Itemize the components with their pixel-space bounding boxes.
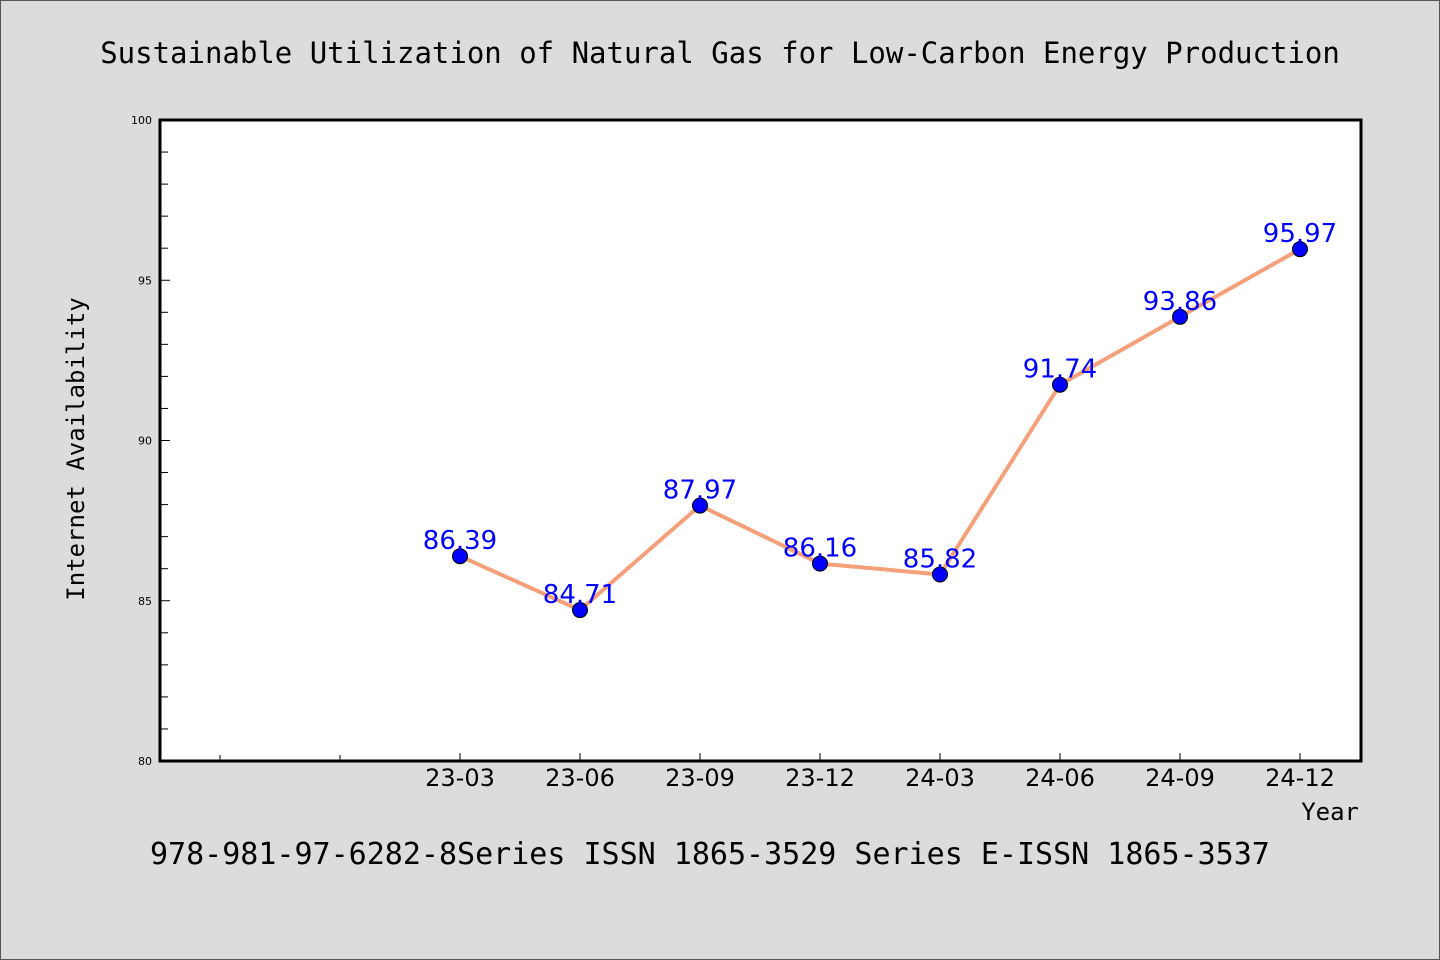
data-label: 95.97	[1263, 219, 1337, 249]
data-label: 93.86	[1143, 287, 1217, 317]
data-point	[812, 555, 828, 572]
data-label: 91.74	[1023, 355, 1097, 385]
data-point	[932, 566, 948, 583]
y-axis: 80 85 90 95 100	[131, 114, 170, 768]
x-axis: 23-03 23-06 23-09 23-12 24-03 24-06 24-09 24-12	[219, 753, 1335, 792]
y-tick-label: 100	[131, 114, 152, 127]
data-label: 85.82	[903, 544, 977, 574]
x-tick-label: 24-06	[1025, 764, 1095, 792]
footer-text: 978-981-97-6282-8Series ISSN 1865-3529 S…	[150, 837, 1270, 872]
x-tick-label: 24-03	[905, 764, 975, 792]
data-label: 86.39	[423, 526, 497, 556]
x-tick-label: 24-12	[1265, 764, 1335, 792]
x-tick-label: 23-09	[665, 764, 735, 792]
data-label: 86.16	[783, 534, 857, 564]
data-point	[692, 497, 708, 514]
x-tick-label: 23-03	[425, 764, 495, 792]
data-label: 84.71	[543, 580, 617, 610]
series-line: 86.39 84.71 87.97 86.16 85.82 91.74 93.86 95.97	[423, 219, 1337, 619]
y-tick-label: 85	[138, 595, 152, 608]
x-tick-label: 24-09	[1145, 764, 1215, 792]
data-point	[1292, 241, 1308, 258]
data-point	[1172, 308, 1188, 325]
x-tick-label: 23-06	[545, 764, 615, 792]
x-tick-label: 23-12	[785, 764, 855, 792]
data-point	[572, 602, 588, 619]
data-point	[1052, 376, 1068, 393]
x-axis-label: Year	[1301, 798, 1359, 826]
y-tick-label: 90	[138, 435, 152, 448]
y-axis-label: Internet Availability	[62, 297, 90, 600]
y-tick-label: 95	[138, 274, 152, 287]
data-point	[452, 548, 468, 565]
chart-title: Sustainable Utilization of Natural Gas f…	[100, 36, 1340, 70]
series-polyline	[459, 247, 1301, 613]
plot-area	[158, 118, 1363, 763]
y-tick-label: 80	[138, 755, 152, 768]
data-label: 87.97	[663, 476, 737, 506]
